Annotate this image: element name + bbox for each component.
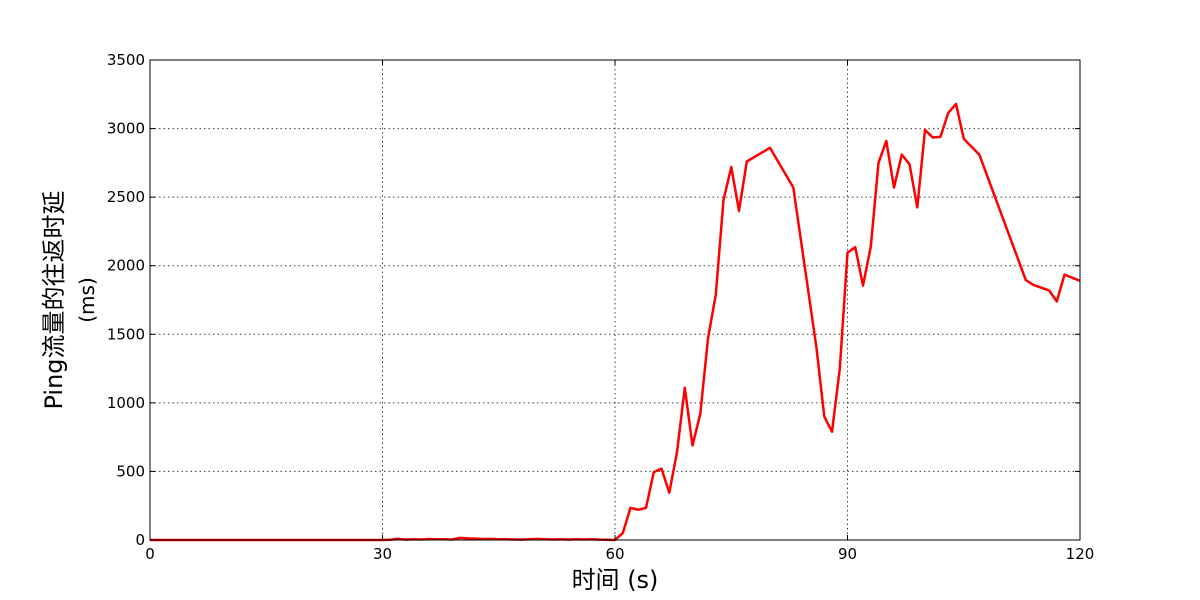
x-axis-title: 时间 (s) bbox=[572, 566, 659, 594]
y-tick-label: 500 bbox=[116, 462, 145, 480]
y-axis-title: Ping流量的往返时延 bbox=[40, 190, 68, 409]
x-tick-label: 90 bbox=[838, 545, 857, 563]
series-layer bbox=[150, 102, 1081, 542]
ticks: 0 30 60 90 120 0 500 1000 1500 2000 2500 3000 3500 bbox=[107, 51, 1095, 563]
y-tick-label: 2000 bbox=[107, 257, 145, 275]
series-line-rtt bbox=[150, 102, 1081, 542]
grid bbox=[150, 60, 1080, 540]
x-tick-label: 0 bbox=[145, 545, 155, 563]
x-tick-label: 60 bbox=[605, 545, 624, 563]
y-axis-unit-group: (ms) bbox=[75, 277, 99, 323]
x-tick-label: 120 bbox=[1066, 545, 1095, 563]
y-axis-unit: (ms) bbox=[75, 277, 99, 323]
y-tick-label: 0 bbox=[135, 531, 145, 549]
y-tick-label: 1000 bbox=[107, 394, 145, 412]
y-tick-label: 3000 bbox=[107, 120, 145, 138]
y-tick-label: 1500 bbox=[107, 325, 145, 343]
y-tick-label: 3500 bbox=[107, 51, 145, 69]
y-tick-label: 2500 bbox=[107, 188, 145, 206]
x-tick-label: 30 bbox=[373, 545, 392, 563]
y-axis-title-group: Ping流量的往返时延 bbox=[40, 190, 68, 409]
